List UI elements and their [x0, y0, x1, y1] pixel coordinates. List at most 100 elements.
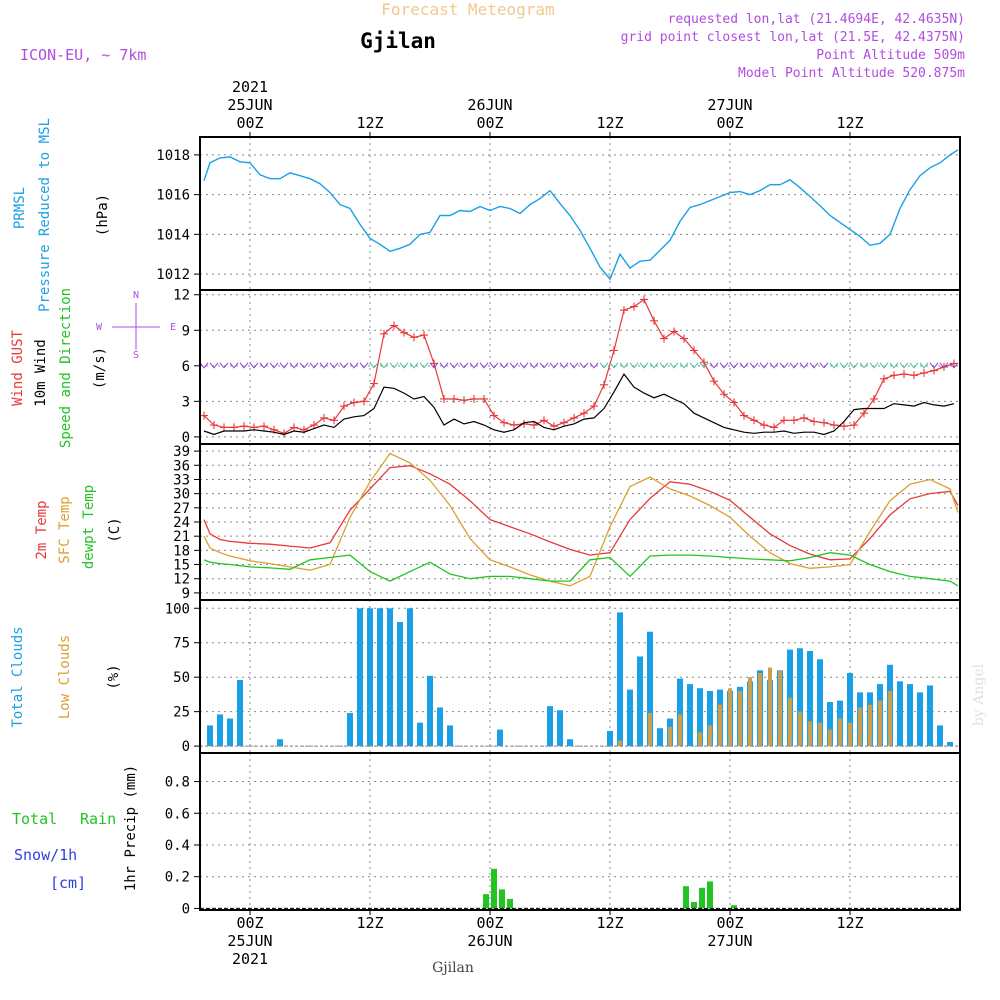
wind-gust-point: [760, 421, 768, 430]
wind-gust-point: [820, 418, 828, 427]
wind-direction-arrow: [219, 362, 229, 369]
wind-gust-point: [700, 358, 708, 367]
wind-gust-point: [630, 302, 638, 311]
wind-gust-point: [290, 423, 298, 432]
total-cloud-bar: [387, 608, 393, 747]
top-time-label: 12Z: [836, 114, 863, 132]
wind-direction-arrow: [609, 362, 619, 369]
y-tick-label: 39: [173, 444, 190, 460]
wind-direction-arrow: [669, 362, 679, 369]
precip-axis-label: 1hr Precip (mm): [123, 765, 139, 891]
wind-direction-arrow: [479, 362, 489, 369]
wind-direction-arrow: [349, 362, 359, 369]
wind-gust-point: [480, 394, 488, 403]
wind-gust-point: [500, 418, 508, 427]
y-tick-label: 0.8: [165, 775, 190, 791]
top-time-label: 12Z: [596, 114, 623, 132]
wind-gust-point: [620, 306, 628, 315]
wind-gust-point: [360, 397, 368, 406]
pressure-labels: PRMSL Pressure Reduced to MSL (hPa): [12, 118, 111, 312]
low-cloud-bar: [618, 740, 622, 747]
wind-direction-arrow: [659, 362, 669, 369]
rain-bar: [491, 868, 497, 909]
wind-direction-arrow: [549, 362, 559, 369]
wind-gust-point: [550, 422, 558, 431]
low-cloud-bar: [788, 697, 792, 747]
precip-cm-label: [cm]: [50, 874, 86, 892]
wind-gust-point: [310, 421, 318, 430]
wind-direction-arrow: [579, 362, 589, 369]
wind-direction-arrow: [419, 362, 429, 369]
bottom-time-label: 12Z: [356, 914, 383, 932]
low-cloud-bar: [738, 690, 742, 747]
wind-gust-point: [710, 377, 718, 386]
low-cloud-bar: [698, 732, 702, 747]
low-cloud-bar: [888, 690, 892, 747]
total-cloud-bar: [237, 679, 243, 747]
wind-direction-arrow: [339, 362, 349, 369]
wind-gust-point: [840, 422, 848, 431]
rain-bar: [499, 889, 505, 909]
wind-gust-label: Wind GUST: [10, 330, 26, 406]
temp-unit: (C): [107, 517, 123, 542]
wind-gust-point: [660, 334, 668, 343]
total-cloud-bar: [917, 692, 923, 747]
wind-10m-label: 10m Wind: [33, 339, 49, 406]
low-cloud-bar: [858, 707, 862, 747]
y-tick-label: 1016: [156, 188, 190, 204]
bottom-time-label: 00Z: [236, 914, 263, 932]
wind-direction-arrow: [619, 362, 629, 369]
wind-direction-arrow: [869, 362, 879, 369]
bottom-time-label: 26JUN: [467, 932, 512, 950]
wind-gust-point: [920, 368, 928, 377]
panel-frame: [199, 136, 961, 291]
y-tick-label: 75: [173, 636, 190, 652]
wind-direction-arrow: [679, 362, 689, 369]
total-cloud-bar: [827, 702, 833, 747]
y-tick-label: 50: [173, 670, 190, 686]
wind-direction-arrow: [939, 362, 949, 369]
y-tick-label: 100: [165, 601, 190, 617]
wind-gust-point: [490, 411, 498, 420]
wind-direction-arrow: [289, 362, 299, 369]
wind-direction-arrow: [899, 362, 909, 369]
requested-coords: requested lon,lat (21.4694E, 42.4635N): [668, 12, 965, 27]
wind-direction-arrow: [299, 362, 309, 369]
wind-gust-point: [570, 413, 578, 422]
y-tick-label: 1012: [156, 267, 190, 283]
total-cloud-bar: [617, 612, 623, 747]
low-cloud-bar: [818, 722, 822, 747]
rain-bar: [483, 894, 489, 909]
y-tick-label: 24: [173, 515, 190, 531]
compass-north: N: [133, 290, 139, 301]
temp-sfc-label: SFC Temp: [57, 496, 73, 563]
wind-gust-point: [240, 422, 248, 431]
wind-direction-arrow: [409, 362, 419, 369]
low-cloud-bar: [868, 704, 872, 747]
wind-direction-arrow: [789, 362, 799, 369]
y-tick-label: 1014: [156, 227, 190, 243]
y-tick-label: 9: [182, 323, 190, 339]
wind-direction-arrow: [709, 362, 719, 369]
total-cloud-bar: [207, 725, 213, 747]
low-cloud-bar: [828, 729, 832, 747]
low-cloud-bar: [748, 677, 752, 747]
wind-gust-point: [330, 416, 338, 425]
temp-2m-line: [203, 465, 959, 561]
bottom-time-label: 12Z: [836, 914, 863, 932]
wind-gust-point: [540, 416, 548, 425]
wind-gust-point: [220, 423, 228, 432]
wind-gust-point: [900, 370, 908, 379]
wind-direction-arrow: [929, 362, 939, 369]
temp-labels: 2m Temp SFC Temp dewpt Temp (C): [34, 485, 123, 569]
wind-direction-arrow: [719, 362, 729, 369]
wind-unit: (m/s): [92, 347, 108, 389]
wind-direction-arrow: [379, 362, 389, 369]
wind-gust-point: [750, 416, 758, 425]
bottom-time-label: 25JUN: [227, 932, 272, 950]
total-cloud-bar: [847, 673, 853, 747]
total-cloud-bar: [677, 678, 683, 747]
total-cloud-bar: [397, 622, 403, 747]
wind-gust-point: [770, 423, 778, 432]
footer-location: Gjilan: [432, 960, 474, 976]
